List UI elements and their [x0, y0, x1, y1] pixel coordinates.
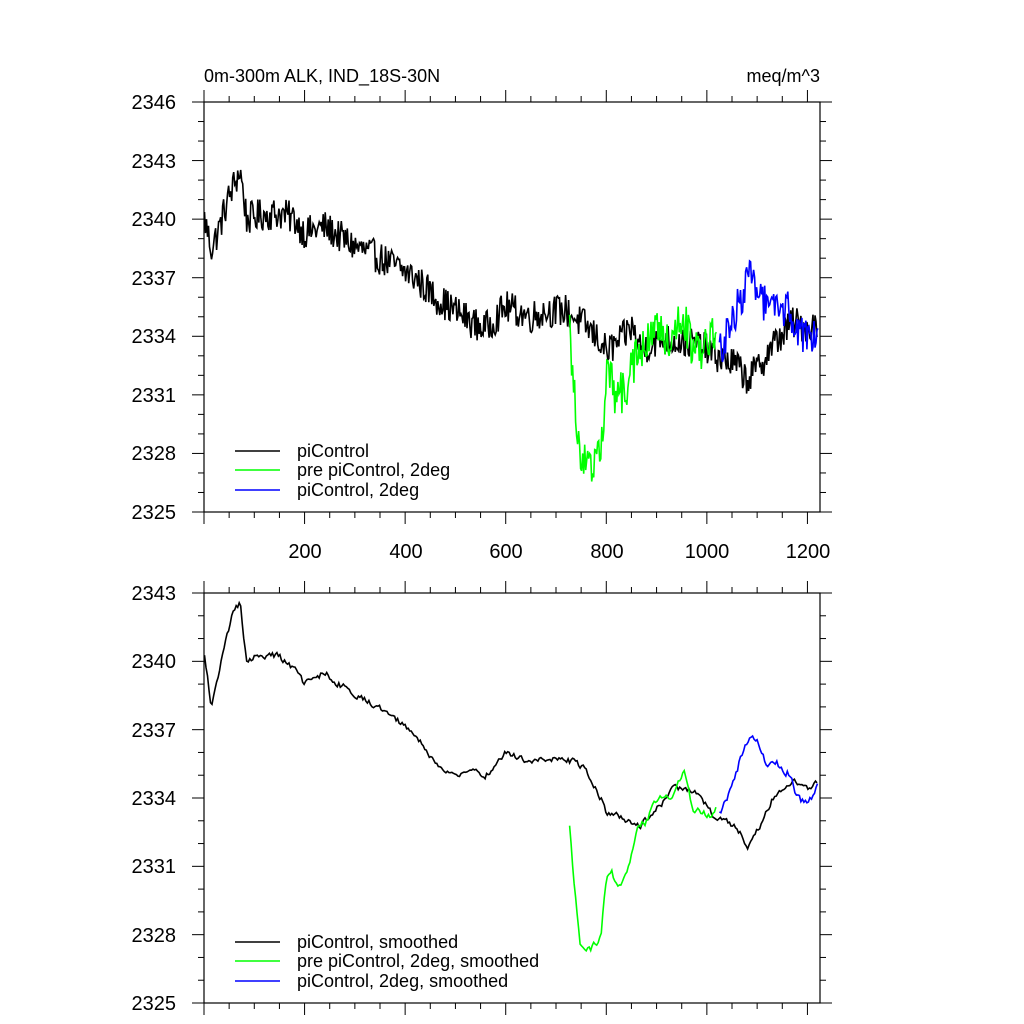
top-y-tick-label: 2331 [132, 385, 177, 407]
top-series-line-pre-picontrol-2deg [568, 306, 718, 482]
top-x-tick-label: 1200 [786, 541, 831, 563]
top-chart-units: meq/m^3 [747, 66, 820, 86]
bottom-plot-lines [203, 600, 819, 953]
bottom-y-tick-label: 2337 [132, 720, 177, 742]
top-series-line-picontrol-2deg [718, 259, 819, 363]
top-legend-label: piControl, 2deg [297, 480, 419, 500]
top-y-tick-label: 2337 [132, 268, 177, 290]
bottom-series-line-picontrol-2deg-smoothed [719, 734, 819, 814]
top-plot-lines [203, 169, 819, 482]
bottom-panel: 2343 2340 2337 2334 2331 2328 2325 piCon… [132, 581, 832, 1015]
bottom-legend-label: piControl, smoothed [297, 932, 458, 952]
top-chart-title: 0m-300m ALK, IND_18S-30N [204, 66, 440, 87]
top-panel: 0m-300m ALK, IND_18S-30N meq/m^3 2346 23… [132, 66, 832, 563]
top-x-tick-label: 600 [489, 541, 522, 563]
top-legend-label: piControl [297, 441, 369, 461]
top-y-tick-label: 2343 [132, 151, 177, 173]
top-y-tick-label: 2328 [132, 443, 177, 465]
top-legend: piControl pre piControl, 2deg piControl,… [235, 441, 450, 500]
top-y-tick-label: 2325 [132, 502, 177, 524]
top-legend-label: pre piControl, 2deg [297, 460, 450, 480]
bottom-y-tick-label: 2343 [132, 583, 177, 605]
top-y-tick-label: 2346 [132, 92, 177, 114]
top-series-line-picontrol [203, 169, 818, 394]
bottom-legend-label: pre piControl, 2deg, smoothed [297, 951, 539, 971]
bottom-y-tick-label: 2328 [132, 925, 177, 947]
top-x-tick-labels: 200 400 600 800 1000 1200 [288, 541, 830, 563]
bottom-series-line-pre-picontrol-2deg-smoothed [568, 768, 717, 953]
top-x-tick-label: 400 [389, 541, 422, 563]
bottom-y-tick-label: 2325 [132, 993, 177, 1015]
bottom-y-tick-labels: 2343 2340 2337 2334 2331 2328 2325 [132, 583, 177, 1015]
top-y-tick-labels: 2346 2343 2340 2337 2334 2331 2328 2325 [132, 92, 177, 524]
bottom-y-tick-label: 2334 [132, 788, 177, 810]
bottom-legend-label: piControl, 2deg, smoothed [297, 971, 508, 991]
bottom-y-tick-label: 2340 [132, 651, 177, 673]
bottom-tick-marks [192, 581, 832, 1015]
bottom-series-line-picontrol-smoothed [203, 600, 818, 851]
top-y-tick-label: 2334 [132, 326, 177, 348]
top-y-tick-label: 2340 [132, 209, 177, 231]
top-x-tick-label: 200 [288, 541, 321, 563]
bottom-y-tick-label: 2331 [132, 856, 177, 878]
top-tick-marks [192, 90, 832, 524]
top-x-tick-label: 1000 [685, 541, 730, 563]
top-plot-frame [203, 101, 821, 513]
top-x-tick-label: 800 [590, 541, 623, 563]
bottom-legend: piControl, smoothed pre piControl, 2deg,… [235, 932, 539, 991]
